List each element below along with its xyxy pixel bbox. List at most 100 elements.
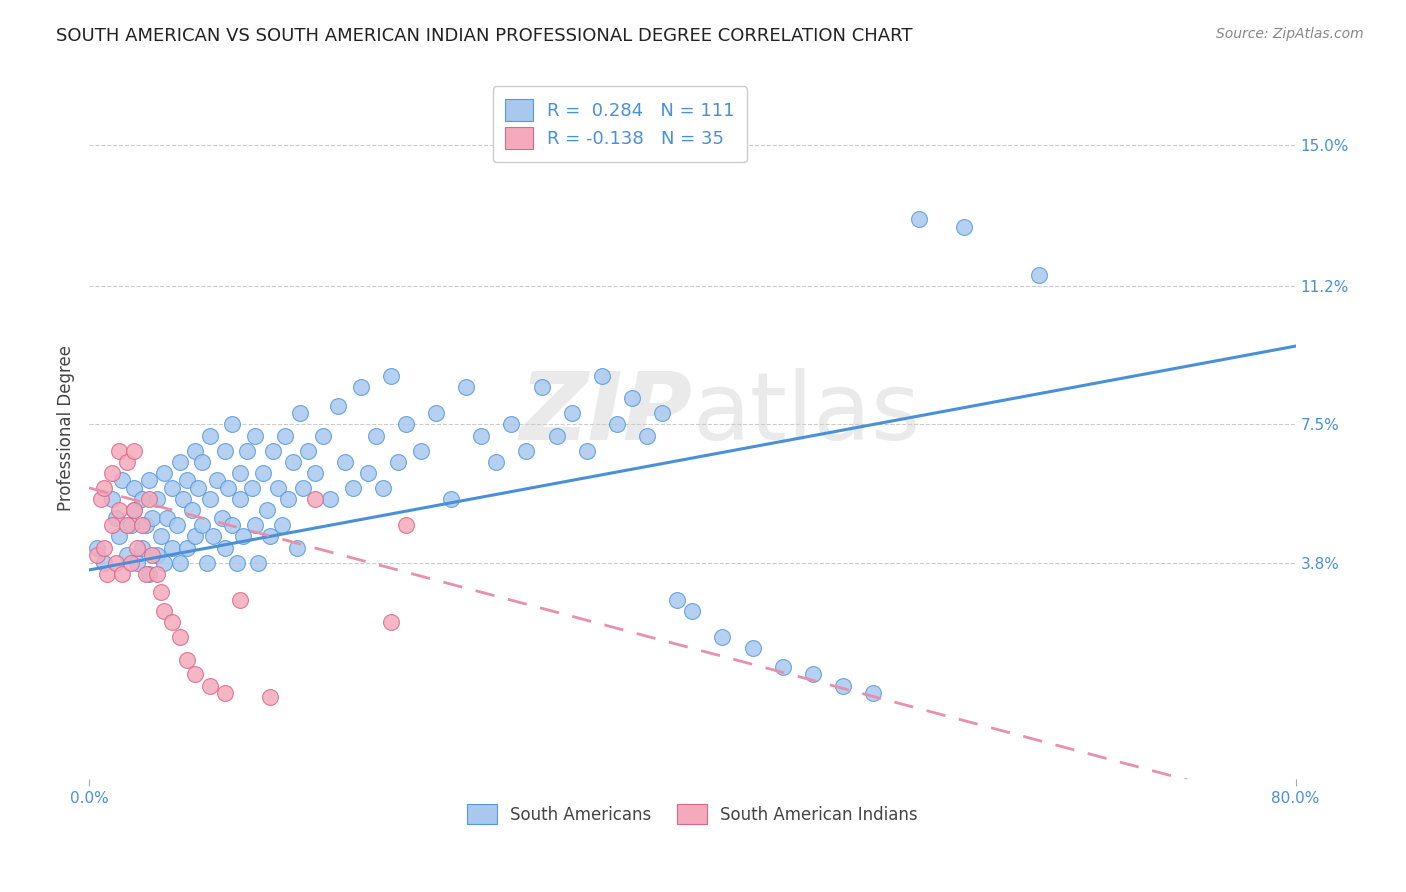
Point [108,529,131,543]
Point [312,428,335,442]
Point [621,392,644,406]
Point [191,518,214,533]
Point [153,556,176,570]
Point [115,548,138,562]
Point [96,566,118,581]
Text: atlas: atlas [692,368,921,460]
Point [124,443,146,458]
Point [266,481,288,495]
Point [150,585,173,599]
Point [387,455,409,469]
Point [256,503,278,517]
Point [93,541,115,555]
Point [160,615,183,630]
Point [285,541,308,555]
Point [115,518,138,533]
Point [93,481,115,495]
Point [127,556,149,570]
Point [281,455,304,469]
Point [425,406,447,420]
Point [319,491,342,506]
Point [111,566,134,581]
Point [195,556,218,570]
Point [636,428,658,442]
Point [259,690,281,704]
Point [176,652,198,666]
Text: Source: ZipAtlas.com: Source: ZipAtlas.com [1216,27,1364,41]
Point [606,417,628,432]
Point [297,443,319,458]
Point [100,518,122,533]
Point [546,428,568,442]
Point [501,417,523,432]
Point [681,604,703,618]
Point [214,541,236,555]
Point [183,667,205,681]
Point [243,518,266,533]
Point [146,491,169,506]
Point [86,541,108,555]
Point [262,443,284,458]
Point [108,503,131,517]
Legend: South Americans, South American Indians: South Americans, South American Indians [457,795,928,834]
Point [172,491,194,506]
Point [160,541,183,555]
Point [259,529,281,543]
Point [198,491,221,506]
Point [409,443,432,458]
Point [153,466,176,480]
Point [207,474,229,488]
Point [169,556,191,570]
Point [120,518,142,533]
Point [183,443,205,458]
Point [225,556,247,570]
Point [290,406,312,420]
Point [124,481,146,495]
Point [146,548,169,562]
Point [711,630,734,644]
Point [176,541,198,555]
Point [591,368,613,383]
Point [862,686,884,700]
Point [111,474,134,488]
Point [1028,268,1050,283]
Point [232,529,254,543]
Point [252,466,274,480]
Point [169,630,191,644]
Point [651,406,673,420]
Point [357,466,380,480]
Point [211,510,233,524]
Point [832,679,855,693]
Point [124,503,146,517]
Point [801,667,824,681]
Point [229,466,252,480]
Text: SOUTH AMERICAN VS SOUTH AMERICAN INDIAN PROFESSIONAL DEGREE CORRELATION CHART: SOUTH AMERICAN VS SOUTH AMERICAN INDIAN … [56,27,912,45]
Point [138,474,160,488]
Point [380,368,402,383]
Point [246,556,269,570]
Point [335,455,357,469]
Point [100,466,122,480]
Point [127,541,149,555]
Point [201,529,224,543]
Point [217,481,239,495]
Point [395,518,418,533]
Point [191,455,214,469]
Point [138,491,160,506]
Point [156,510,179,524]
Point [214,443,236,458]
Point [141,548,163,562]
Text: ZIP: ZIP [519,368,692,460]
Point [342,481,364,495]
Point [952,219,974,234]
Point [561,406,583,420]
Point [292,481,315,495]
Point [120,556,142,570]
Point [135,518,157,533]
Point [515,443,537,458]
Point [183,529,205,543]
Point [176,474,198,488]
Point [146,566,169,581]
Point [138,566,160,581]
Point [166,518,188,533]
